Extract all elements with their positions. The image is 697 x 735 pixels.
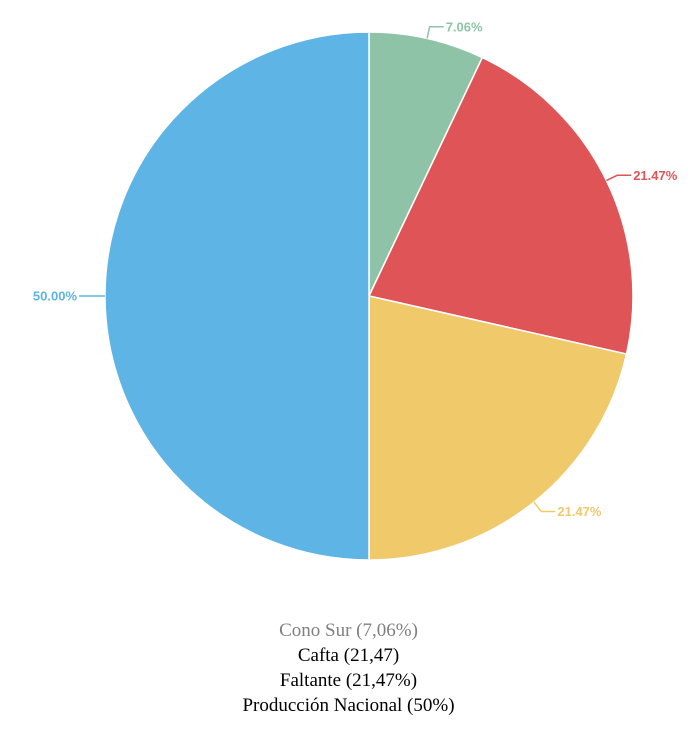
legend: Cono Sur (7,06%) Cafta (21,47) Faltante … [0,618,697,718]
legend-item-produccion-nacional: Producción Nacional (50%) [242,695,455,716]
pie-chart: 7.06% 21.47% 21.47% 50.00% [33,19,678,561]
legend-item-cono-sur: Cono Sur (7,06%) [279,620,418,641]
slice-label-produccion-nacional: 50.00% [33,289,78,304]
slice-label-faltante: 21.47% [557,504,602,519]
slice-label-cafta: 21.47% [633,168,678,183]
leader-line [426,26,444,39]
legend-item-faltante: Faltante (21,47%) [279,670,418,691]
leader-line [533,501,556,513]
leader-line [606,174,632,182]
pie-slice-faltante [368,295,628,561]
slice-label-cono-sur: 7.06% [446,19,483,34]
pie-slice-cono-sur [368,31,484,297]
pie-slice-cafta [367,56,634,355]
legend-item-cafta: Cafta (21,47) [297,645,400,666]
pie-slice-produccion-nacional [104,31,370,561]
